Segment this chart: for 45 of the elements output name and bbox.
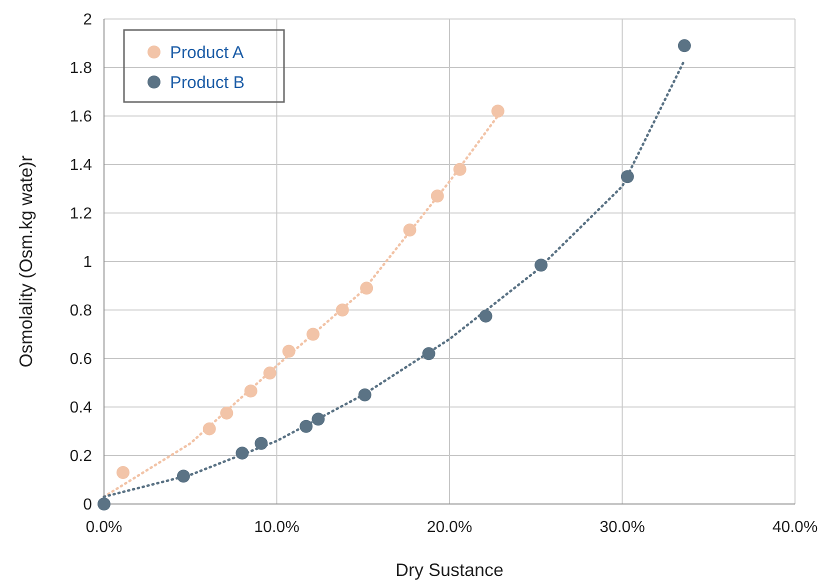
- point: [254, 436, 268, 450]
- point: [282, 344, 296, 358]
- point: [430, 190, 444, 203]
- y-tick-label: 1.4: [70, 157, 92, 174]
- point: [620, 170, 634, 184]
- point: [453, 162, 466, 176]
- point: [403, 223, 416, 236]
- point: [306, 328, 320, 341]
- x-tick-label: 0.0%: [86, 519, 122, 536]
- x-axis-title: Dry Sustance: [395, 560, 504, 580]
- y-tick-label: 1.8: [70, 60, 92, 78]
- point: [98, 498, 110, 510]
- y-tick-label: 0.6: [70, 351, 92, 368]
- point: [176, 470, 190, 483]
- point: [220, 406, 234, 420]
- y-tick-label: 1: [83, 254, 92, 272]
- y-tick-label: 1.2: [70, 206, 92, 223]
- point: [358, 388, 372, 402]
- point: [479, 310, 492, 323]
- y-tick-label: 0.4: [70, 400, 92, 417]
- point: [236, 446, 249, 460]
- x-tick-label: 30.0%: [600, 519, 645, 536]
- y-tick-label: 0.8: [70, 302, 92, 320]
- point: [360, 282, 374, 295]
- point: [116, 466, 130, 479]
- point: [336, 304, 349, 316]
- legend-label: Product B: [170, 72, 245, 92]
- y-tick-label: 0.2: [70, 448, 92, 466]
- point: [422, 347, 436, 360]
- point: [300, 420, 313, 433]
- y-axis-title: Osmolality (Osm.kg wate)r: [16, 155, 36, 368]
- point: [678, 39, 691, 52]
- point: [202, 422, 216, 436]
- x-tick-label: 40.0%: [772, 519, 818, 536]
- y-tick-label: 2: [83, 12, 92, 29]
- point: [491, 104, 504, 118]
- y-tick-label: 1.6: [70, 108, 92, 126]
- point: [263, 366, 276, 380]
- point: [244, 384, 258, 398]
- legend-label: Product A: [170, 42, 244, 62]
- x-tick-label: 20.0%: [426, 519, 472, 536]
- y-tick-label: 0: [83, 496, 92, 514]
- point: [534, 258, 548, 272]
- point: [312, 412, 325, 426]
- x-tick-label: 10.0%: [254, 519, 300, 536]
